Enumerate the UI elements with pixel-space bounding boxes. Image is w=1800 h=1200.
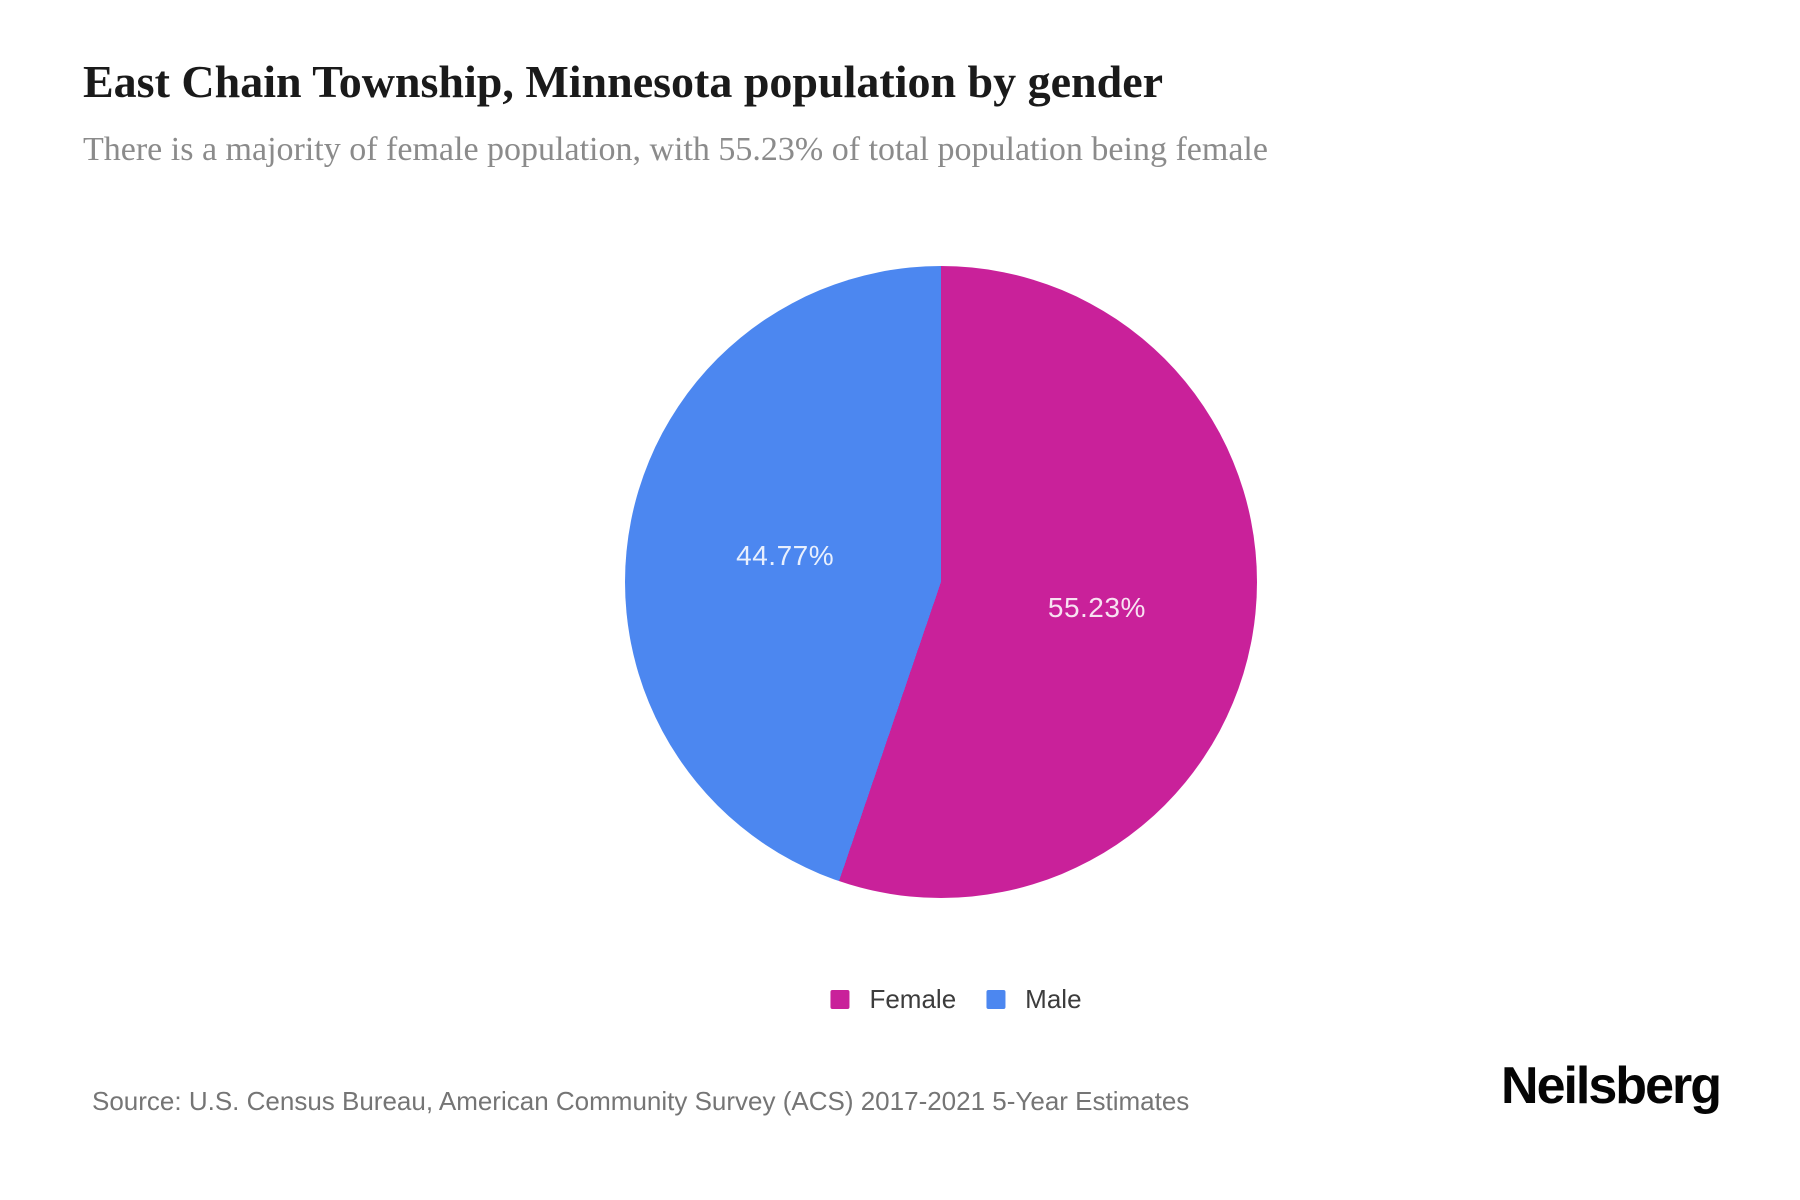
page-subtitle: There is a majority of female population… bbox=[83, 131, 1268, 168]
legend-label-female: Female bbox=[869, 984, 957, 1014]
source-attribution: Source: U.S. Census Bureau, American Com… bbox=[92, 1086, 1190, 1116]
female-swatch-icon bbox=[830, 990, 850, 1009]
pie-graphic[interactable] bbox=[625, 266, 1257, 898]
neilsberg-logo: Neilsberg bbox=[1501, 1057, 1722, 1115]
legend-item-male[interactable]: Male bbox=[986, 984, 1082, 1015]
legend-label-male: Male bbox=[1025, 984, 1082, 1014]
page-title: East Chain Township, Minnesota populatio… bbox=[83, 56, 1164, 107]
legend: Female Male bbox=[830, 984, 1082, 1015]
pie-chart: 55.23% 44.77% bbox=[625, 266, 1257, 898]
male-swatch-icon bbox=[986, 990, 1006, 1009]
legend-item-female[interactable]: Female bbox=[830, 984, 956, 1015]
